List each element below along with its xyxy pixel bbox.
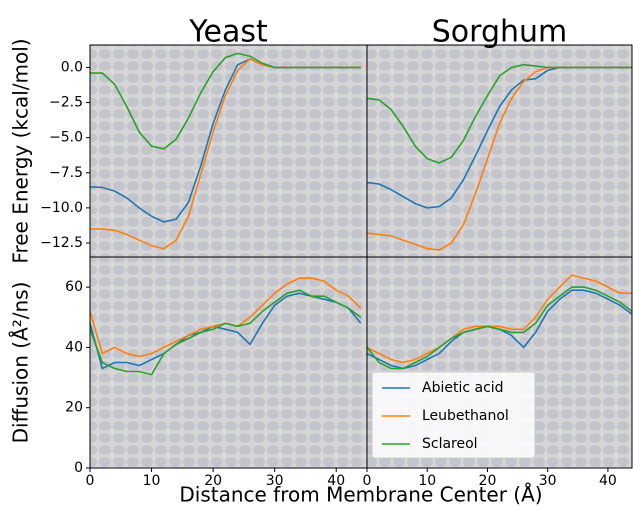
y-axis-label: Free Energy (kcal/mol) <box>9 38 33 263</box>
legend-box <box>371 371 536 459</box>
y-tick-label: −5.0 <box>49 130 83 146</box>
series-line <box>89 289 362 376</box>
series-line <box>366 286 633 370</box>
panel-title: Sorghum <box>432 15 568 50</box>
panel-title: Yeast <box>188 15 268 50</box>
x-tick-label: 20 <box>204 473 222 489</box>
x-axis-label: Distance from Membrane Center (Å) <box>179 483 542 507</box>
x-tick-label: 10 <box>418 473 436 489</box>
x-tick-label: 30 <box>539 473 557 489</box>
y-tick-label: 0 <box>74 460 83 476</box>
y-tick-label: −10.0 <box>40 200 83 216</box>
y-tick-label: 60 <box>65 279 83 295</box>
y-tick-label: 40 <box>65 339 83 355</box>
x-tick-label: 40 <box>599 473 617 489</box>
y-tick-label: −7.5 <box>49 165 83 181</box>
x-tick-label: 0 <box>363 473 372 489</box>
x-tick-label: 20 <box>479 473 497 489</box>
y-tick-label: −2.5 <box>49 95 83 111</box>
legend-label: Sclareol <box>422 436 478 452</box>
series-line <box>366 274 632 364</box>
y-tick-label: 0.0 <box>61 59 83 75</box>
panel-frame <box>366 256 633 469</box>
y-tick-label: 20 <box>65 400 83 416</box>
legend-label: Abietic acid <box>422 380 504 396</box>
y-axis-label: Diffusion (Å²/ns) <box>9 282 33 444</box>
y-tick-label: −12.5 <box>40 235 83 251</box>
x-tick-label: 0 <box>86 473 95 489</box>
legend-label: Leubethanol <box>422 408 509 424</box>
membrane-background <box>367 45 632 257</box>
x-tick-label: 10 <box>143 473 161 489</box>
series-line <box>89 292 362 370</box>
membrane-background <box>90 45 367 257</box>
series-line <box>90 52 361 150</box>
x-tick-label: 40 <box>327 473 345 489</box>
membrane-background <box>90 257 367 468</box>
x-tick-label: 30 <box>266 473 284 489</box>
series-line <box>366 63 632 164</box>
